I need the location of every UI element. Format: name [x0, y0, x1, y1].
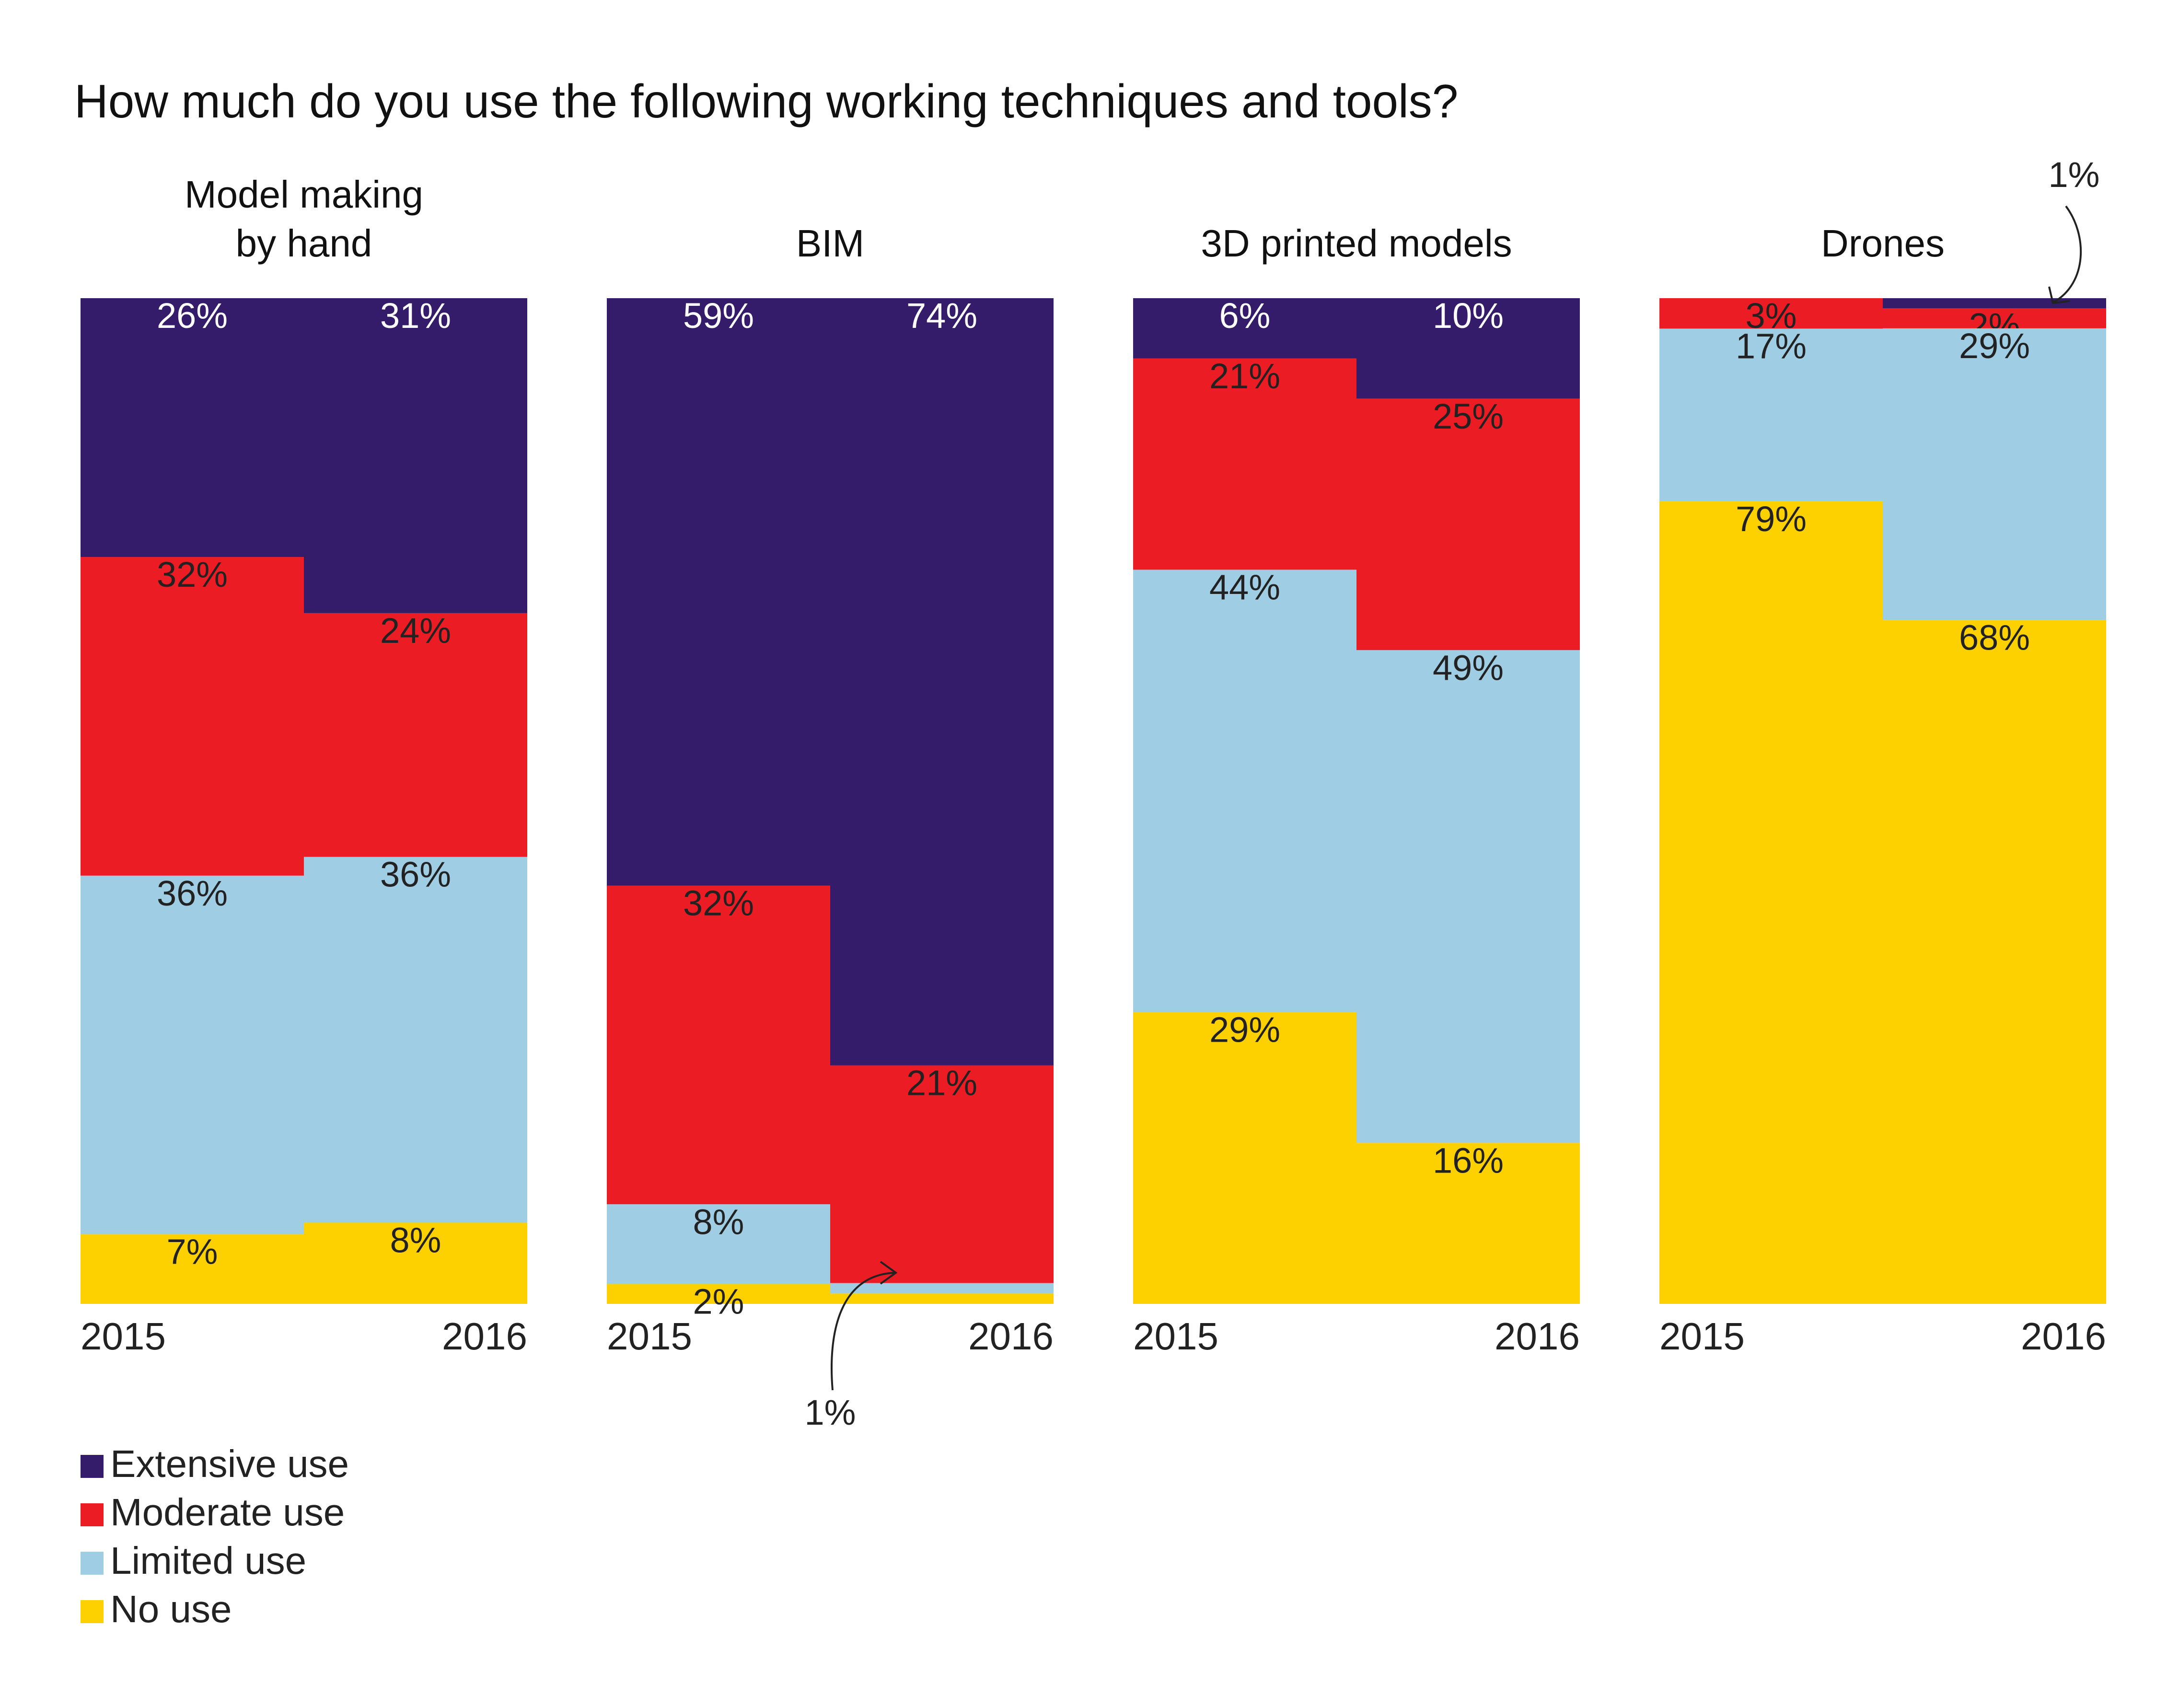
data-label: 2% [693, 1281, 744, 1321]
data-label: 16% [1433, 1140, 1504, 1180]
callout-arrow [2053, 205, 2082, 303]
data-label: 29% [1209, 1010, 1280, 1050]
bar-segment-none [1659, 501, 1883, 1304]
bar-segment-extensive [1356, 298, 1580, 399]
callout-arrowhead [880, 1261, 898, 1285]
bar-segment-moderate [81, 557, 304, 876]
data-label: 21% [906, 1063, 977, 1103]
data-label: 6% [1219, 296, 1271, 336]
legend-label-extensive: Extensive use [110, 1442, 349, 1485]
bar-segment-extensive [607, 298, 830, 886]
year-label: 2016 [2021, 1315, 2106, 1358]
bar-segment-extensive [1883, 298, 2106, 308]
data-label: 31% [380, 296, 451, 336]
data-label: 10% [1433, 296, 1504, 336]
data-label: 8% [693, 1202, 744, 1242]
panel-title: by hand [236, 222, 372, 265]
callout-label: 1% [2049, 155, 2100, 195]
callout-arrowhead [2048, 286, 2070, 304]
bar-segment-none [607, 1284, 830, 1304]
bar-segment-extensive [1133, 298, 1356, 359]
bar-segment-limited [1659, 328, 1883, 501]
bar-segment-limited [607, 1204, 830, 1284]
year-label: 2016 [442, 1315, 527, 1358]
legend-swatch-none [81, 1600, 104, 1623]
bar-segment-none [830, 1293, 1054, 1304]
bar-segment-extensive [304, 298, 527, 613]
legend-swatch-moderate [81, 1503, 104, 1526]
legend-swatch-limited [81, 1552, 104, 1575]
data-label: 24% [380, 611, 451, 651]
bar-segment-limited [1133, 569, 1356, 1012]
year-label: 2015 [1659, 1315, 1745, 1358]
legend-label-none: No use [110, 1588, 232, 1630]
bar-segment-none [1883, 620, 2106, 1304]
data-label: 49% [1433, 648, 1504, 687]
bar-segment-moderate [1356, 398, 1580, 651]
data-label: 32% [157, 555, 228, 594]
bar-segment-limited [81, 875, 304, 1234]
bar-segment-limited [304, 857, 527, 1223]
bar-segment-none [81, 1234, 304, 1304]
data-label: 79% [1736, 499, 1807, 539]
year-label: 2016 [1495, 1315, 1580, 1358]
bar-segment-moderate [1659, 298, 1883, 329]
panel-2: BIM 59% 32% 8% 2%2015 74% 21% 2016 1% [607, 222, 1054, 1432]
callout-arrow [831, 1272, 895, 1391]
data-label: 59% [683, 296, 754, 336]
year-label: 2016 [968, 1315, 1054, 1358]
panel-title: Drones [1821, 222, 1945, 265]
data-label: 21% [1209, 356, 1280, 396]
bar-segment-limited [1356, 650, 1580, 1143]
bar-segment-none [304, 1222, 527, 1304]
year-label: 2015 [81, 1315, 166, 1358]
data-label: 36% [157, 873, 228, 913]
bar-segment-moderate [607, 885, 830, 1205]
data-label: 17% [1736, 326, 1807, 366]
data-label: 26% [157, 296, 228, 336]
panel-title: BIM [796, 222, 864, 265]
data-label: 8% [390, 1220, 441, 1260]
data-label: 29% [1959, 326, 2030, 366]
data-label: 32% [683, 883, 754, 923]
legend-label-moderate: Moderate use [110, 1491, 345, 1534]
panel-title: Model making [185, 173, 423, 216]
data-label: 36% [380, 855, 451, 895]
data-label: 44% [1209, 567, 1280, 607]
bar-segment-moderate [304, 613, 527, 857]
bar-segment-none [1356, 1143, 1580, 1304]
year-label: 2015 [1133, 1315, 1218, 1358]
year-label: 2015 [607, 1315, 692, 1358]
legend-label-limited: Limited use [110, 1539, 306, 1582]
bar-segment-limited [1883, 328, 2106, 620]
data-label: 74% [906, 296, 977, 336]
data-label: 25% [1433, 396, 1504, 436]
bar-segment-limited [830, 1283, 1054, 1294]
bar-segment-extensive [81, 298, 304, 558]
data-label: 68% [1959, 617, 2030, 657]
bar-segment-moderate [830, 1065, 1054, 1283]
legend: Extensive use Moderate use Limited use No u… [81, 1442, 349, 1630]
bar-segment-moderate [1883, 308, 2106, 328]
panel-title: 3D printed models [1201, 222, 1512, 265]
panel-3: 3D printed models 6% 21% 44% 29% 2015 10% 25% 49… [1133, 222, 1580, 1358]
bar-segment-moderate [1133, 358, 1356, 570]
bar-segment-none [1133, 1012, 1356, 1304]
legend-swatch-extensive [81, 1455, 104, 1478]
callout-label: 1% [805, 1393, 856, 1432]
bar-segment-extensive [830, 298, 1054, 1066]
chart-title: How much do you use the following workin… [74, 75, 1458, 128]
data-label: 7% [167, 1232, 218, 1272]
